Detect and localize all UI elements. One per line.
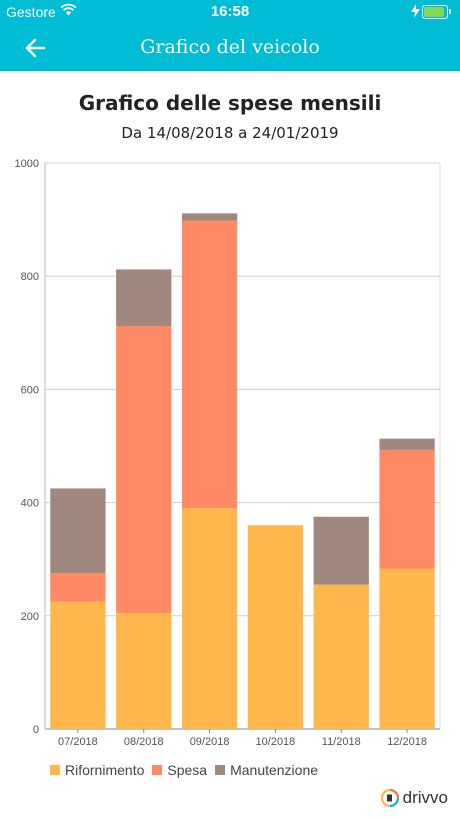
chart-subtitle: Da 14/08/2018 a 24/01/2019 — [121, 124, 339, 142]
legend-item: Spesa — [152, 762, 207, 778]
y-tick-label: 200 — [21, 611, 39, 623]
drivvo-logo: drivvo — [380, 788, 448, 808]
bar-segment — [247, 525, 304, 729]
y-tick-label: 400 — [21, 498, 39, 510]
bar-segment — [379, 568, 435, 729]
bar-segment — [116, 269, 172, 327]
bar-segment — [313, 584, 369, 729]
carrier-name: Gestore — [6, 4, 56, 20]
drivvo-logo-text: drivvo — [402, 788, 448, 807]
x-tick-label: 09/2018 — [190, 736, 230, 748]
legend-label: Rifornimento — [65, 762, 145, 778]
x-tick-label: 11/2018 — [322, 736, 361, 748]
bar-segment — [313, 516, 369, 585]
x-tick-label: 10/2018 — [256, 736, 296, 748]
y-tick-label: 1000 — [15, 158, 39, 170]
legend-label: Spesa — [167, 762, 208, 778]
bar-segment — [50, 573, 106, 602]
x-tick-label: 12/2018 — [387, 736, 427, 748]
bar-segment — [116, 326, 172, 613]
x-tick-label: 07/2018 — [58, 736, 98, 748]
y-tick-label: 800 — [21, 271, 39, 283]
battery-tip — [449, 9, 451, 14]
wifi-icon — [60, 3, 77, 21]
bar-segment — [50, 488, 106, 574]
bar-segment — [379, 438, 435, 450]
bar-segment — [50, 601, 106, 729]
legend-item: Manutenzione — [215, 762, 318, 778]
app-bar: Grafico del veicolo — [0, 24, 460, 71]
back-button[interactable] — [22, 34, 50, 62]
bar-segment — [181, 213, 238, 221]
battery-level — [424, 7, 444, 17]
arrow-left-icon — [25, 38, 46, 58]
charging-icon — [411, 4, 420, 23]
x-tick-label: 08/2018 — [124, 736, 164, 748]
y-tick-label: 0 — [33, 724, 39, 736]
legend-swatch — [152, 765, 163, 775]
stacked-bar-chart: 0 200 400 600 800 1000 07/2018 08/2018 09/2018 10… — [15, 158, 441, 748]
status-bar: Gestore 16:58 — [0, 0, 460, 24]
bar-segment — [379, 449, 435, 569]
legend-swatch — [215, 765, 226, 775]
battery-icon — [422, 5, 451, 19]
app-title: Grafico del veicolo — [140, 36, 320, 58]
bar-segment — [181, 220, 238, 509]
chart-legend: Rifornimento Spesa Manutenzione — [50, 762, 326, 778]
legend-swatch — [50, 765, 60, 775]
legend-label: Manutenzione — [230, 762, 319, 778]
chart-title: Grafico delle spese mensili — [78, 91, 382, 115]
bar-segment — [116, 612, 172, 729]
status-time: 16:58 — [210, 3, 250, 20]
legend-item: Rifornimento — [50, 762, 144, 778]
y-tick-label: 600 — [21, 384, 39, 396]
bar-segment — [181, 508, 238, 729]
drivvo-logo-icon — [380, 789, 399, 807]
